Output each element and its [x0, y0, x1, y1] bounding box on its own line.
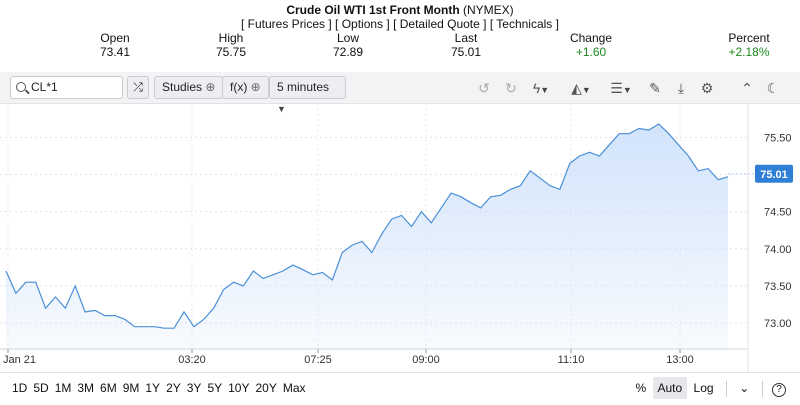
range-selector: 1D 5D 1M 3M 6M 9M 1Y 2Y 3Y 5Y 10Y 20Y Max — [12, 381, 312, 395]
range-1d[interactable]: 1D — [12, 381, 28, 395]
range-3m[interactable]: 3M — [77, 381, 95, 395]
dark-mode-icon[interactable]: ☾ — [766, 80, 780, 96]
plus-circle-icon: ⊕ — [250, 80, 261, 94]
quote-percent: Percent +2.18% — [704, 31, 794, 59]
open-label: Open — [100, 31, 130, 45]
quote-open: Open 73.41 — [70, 31, 160, 59]
y-tick-label: 73.00 — [764, 318, 792, 330]
help-icon[interactable]: ? — [772, 383, 786, 397]
range-9m[interactable]: 9M — [122, 381, 140, 395]
open-value: 73.41 — [99, 45, 131, 59]
range-2y[interactable]: 2Y — [166, 381, 181, 395]
y-tick-label: 75.50 — [764, 132, 792, 144]
lightning-icon[interactable]: ϟ▼ — [532, 80, 550, 96]
quote-summary: Open 73.41 High 75.75 Low 72.89 Last 75.… — [0, 31, 800, 61]
x-tick-label: 11:10 — [558, 354, 585, 366]
x-tick-label: 07:25 — [304, 354, 332, 366]
y-tick-label: 74.50 — [764, 207, 792, 219]
range-1m[interactable]: 1M — [54, 381, 72, 395]
exchange-name: (NYMEX) — [463, 3, 514, 17]
last-label: Last — [454, 31, 478, 45]
layout-icon[interactable]: ☰▼ — [610, 80, 632, 96]
percent-value: +2.18% — [728, 45, 770, 59]
percent-scale-button[interactable]: % — [635, 381, 647, 395]
x-tick-label: 09:00 — [412, 354, 440, 366]
x-tick-label: 03:20 — [178, 354, 206, 366]
quote-low: Low 72.89 — [303, 31, 393, 59]
chart-canvas[interactable]: Jan 21 03:20 07:25 09:00 11:10 13:00 75.50 75.0… — [0, 104, 800, 372]
quote-change: Change +1.60 — [546, 31, 636, 59]
plus-circle-icon: ⊕ — [205, 80, 216, 94]
change-label: Change — [569, 31, 613, 45]
collapse-icon[interactable]: ⌃ — [741, 80, 753, 96]
download-icon[interactable]: ⤓ — [677, 80, 685, 96]
instrument-name: Crude Oil WTI 1st Front Month — [286, 3, 460, 17]
auto-scale-button[interactable]: Auto — [652, 377, 688, 399]
divider — [725, 380, 727, 397]
functions-label: f(x) — [230, 80, 248, 94]
shuffle-icon: ⤮ — [133, 80, 143, 94]
chart-type-icon[interactable]: ◭▼ — [571, 80, 591, 96]
studies-label: Studies — [162, 80, 203, 94]
change-value: +1.60 — [575, 45, 607, 59]
range-10y[interactable]: 10Y — [228, 381, 250, 395]
low-value: 72.89 — [332, 45, 364, 59]
last-price-label: 75.01 — [760, 169, 788, 181]
percent-label: Percent — [728, 31, 770, 45]
quote-links: [ Futures Prices ] [ Options ] [ Detaile… — [0, 17, 800, 31]
last-value: 75.01 — [450, 45, 482, 59]
symbol-value: CL*1 — [31, 80, 58, 94]
range-1y[interactable]: 1Y — [145, 381, 161, 395]
undo-icon[interactable]: ↺ — [478, 80, 490, 96]
log-scale-button[interactable]: Log — [693, 381, 714, 395]
link-futures-prices[interactable]: [ Futures Prices ] — [241, 17, 332, 31]
x-tick-label: 13:00 — [666, 354, 694, 366]
quote-last: Last 75.01 — [421, 31, 511, 59]
y-tick-label: 73.50 — [764, 281, 792, 293]
quote-high: High 75.75 — [186, 31, 276, 59]
symbol-search-input[interactable]: CL*1 — [10, 76, 123, 99]
y-tick-label: 74.00 — [764, 244, 792, 256]
range-5d[interactable]: 5D — [33, 381, 49, 395]
functions-button[interactable]: f(x) ⊕ — [222, 76, 269, 99]
range-20y[interactable]: 20Y — [255, 381, 277, 395]
chart-toolbar: CL*1 ⤮ Studies ⊕ f(x) ⊕ 5 minutes ▼ ↺ ↻ … — [0, 72, 800, 114]
studies-button[interactable]: Studies ⊕ — [154, 76, 224, 99]
range-6m[interactable]: 6M — [100, 381, 117, 395]
compare-button[interactable]: ⤮ — [127, 76, 149, 99]
redo-icon[interactable]: ↻ — [505, 80, 517, 96]
settings-icon[interactable]: ⚙ — [700, 80, 714, 96]
last-price-badge — [755, 164, 793, 183]
chevron-double-down-icon[interactable]: ⌄ — [739, 381, 750, 395]
pencil-icon[interactable]: ✎ — [649, 80, 661, 96]
x-tick-label: Jan 21 — [3, 354, 36, 366]
link-options[interactable]: [ Options ] — [335, 17, 390, 31]
price-line — [5, 123, 729, 329]
range-max[interactable]: Max — [282, 381, 306, 395]
range-5y[interactable]: 5Y — [207, 381, 223, 395]
link-technicals[interactable]: [ Technicals ] — [489, 17, 559, 31]
low-label: Low — [336, 31, 359, 45]
divider — [761, 380, 763, 397]
interval-select[interactable]: 5 minutes ▼ — [269, 76, 346, 114]
link-detailed-quote[interactable]: [ Detailed Quote ] — [393, 17, 487, 31]
high-label: High — [218, 31, 244, 45]
search-icon — [16, 82, 26, 92]
page-title: Crude Oil WTI 1st Front Month (NYMEX) — [0, 3, 800, 17]
price-area-fill — [6, 124, 728, 349]
high-value: 75.75 — [215, 45, 247, 59]
range-bar: 1D 5D 1M 3M 6M 9M 1Y 2Y 3Y 5Y 10Y 20Y Max % Auto Log… — [0, 372, 800, 405]
price-chart[interactable]: Jan 21 03:20 07:25 09:00 11:10 13:00 75.50 75.0… — [0, 104, 800, 372]
chevron-down-icon: ▼ — [277, 104, 286, 114]
scale-options: % Auto Log ⌄ ? — [632, 377, 786, 399]
interval-label: 5 minutes — [277, 80, 330, 94]
quote-header: Crude Oil WTI 1st Front Month (NYMEX) [ … — [0, 3, 800, 31]
range-3y[interactable]: 3Y — [186, 381, 202, 395]
